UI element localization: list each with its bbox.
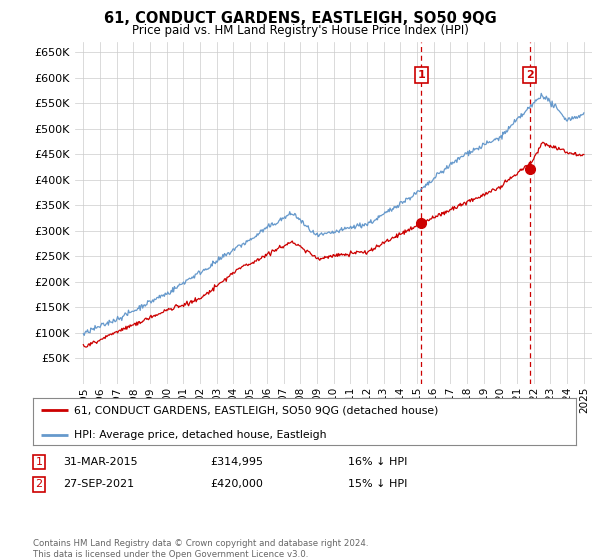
Text: 15% ↓ HPI: 15% ↓ HPI xyxy=(348,479,407,489)
Text: £314,995: £314,995 xyxy=(210,457,263,467)
Text: 16% ↓ HPI: 16% ↓ HPI xyxy=(348,457,407,467)
Text: 27-SEP-2021: 27-SEP-2021 xyxy=(63,479,134,489)
Text: 1: 1 xyxy=(418,70,425,80)
Text: Price paid vs. HM Land Registry's House Price Index (HPI): Price paid vs. HM Land Registry's House … xyxy=(131,24,469,36)
Text: 2: 2 xyxy=(526,70,533,80)
Text: 1: 1 xyxy=(35,457,43,467)
Text: HPI: Average price, detached house, Eastleigh: HPI: Average price, detached house, East… xyxy=(74,430,326,440)
Text: 61, CONDUCT GARDENS, EASTLEIGH, SO50 9QG: 61, CONDUCT GARDENS, EASTLEIGH, SO50 9QG xyxy=(104,11,496,26)
Text: £420,000: £420,000 xyxy=(210,479,263,489)
Text: 2: 2 xyxy=(35,479,43,489)
Text: Contains HM Land Registry data © Crown copyright and database right 2024.
This d: Contains HM Land Registry data © Crown c… xyxy=(33,539,368,559)
Text: 61, CONDUCT GARDENS, EASTLEIGH, SO50 9QG (detached house): 61, CONDUCT GARDENS, EASTLEIGH, SO50 9QG… xyxy=(74,405,438,416)
Text: 31-MAR-2015: 31-MAR-2015 xyxy=(63,457,137,467)
